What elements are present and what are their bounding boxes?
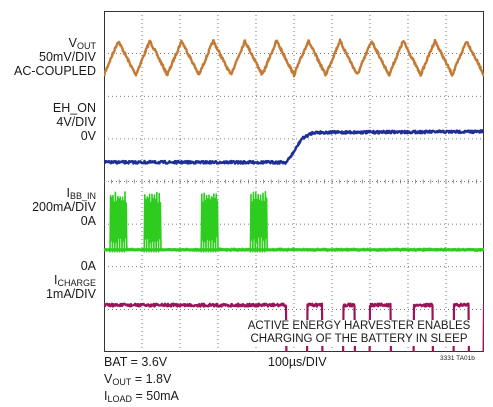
annotation-line-1: ACTIVE ENERGY HARVESTER ENABLES [247,320,471,332]
scope-screen [104,11,484,352]
icharge-label: 0A ICHARGE 1mA/DIV [45,259,96,301]
figure-code: 3331 TA01b [440,355,475,362]
vout-trace [104,38,484,78]
vout-label: VOUT 50mV/DIV AC-COUPLED [14,36,96,78]
eh-on-zero: 0V [80,129,96,143]
eh-on-label: EH_ON 4V/DIV 0V [52,101,96,143]
ibb-in-trace [104,190,484,253]
icharge-trace [104,302,484,352]
vout-coupling: AC-COUPLED [14,64,96,78]
ibb-in-label: IBB_IN 200mA/DIV 0A [32,186,96,228]
condition-vout: VOUT = 1.8V [104,372,172,387]
ibb-in-zero: 0A [80,214,96,228]
annotation: ACTIVE ENERGY HARVESTER ENABLES CHARGING… [236,320,482,346]
icharge-zero: 0A [80,259,96,273]
eh-on-scale: 4V/DIV [56,115,96,129]
icharge-scale: 1mA/DIV [45,287,96,301]
vout-scale: 50mV/DIV [39,50,96,64]
grid [104,11,484,352]
condition-bat: BAT = 3.6V [104,355,168,369]
traces [104,38,484,352]
eh-on-trace [104,129,484,165]
condition-iload: ILOAD = 50mA [104,389,179,404]
time-division: 100µs/DIV [268,355,327,369]
ibb-in-scale: 200mA/DIV [32,200,96,214]
annotation-line-2: CHARGING OF THE BATTERY IN SLEEP [250,333,468,345]
